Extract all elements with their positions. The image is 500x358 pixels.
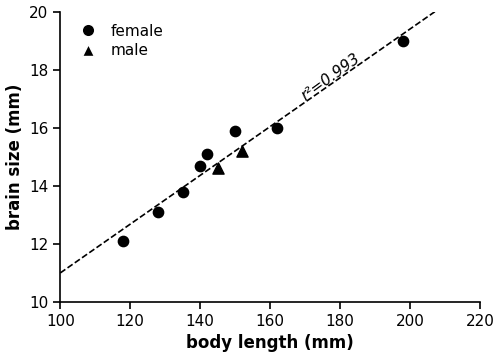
female xyxy=(231,128,239,134)
Y-axis label: brain size (mm): brain size (mm) xyxy=(6,84,24,230)
male xyxy=(238,148,246,154)
Legend: female, male: female, male xyxy=(68,19,168,63)
female xyxy=(203,151,211,157)
Text: r²=0.993: r²=0.993 xyxy=(298,50,363,103)
female xyxy=(119,238,127,244)
female xyxy=(196,163,204,168)
female xyxy=(178,189,186,194)
female xyxy=(399,38,407,43)
female xyxy=(154,209,162,215)
male xyxy=(214,166,222,171)
X-axis label: body length (mm): body length (mm) xyxy=(186,334,354,352)
female xyxy=(273,125,281,131)
